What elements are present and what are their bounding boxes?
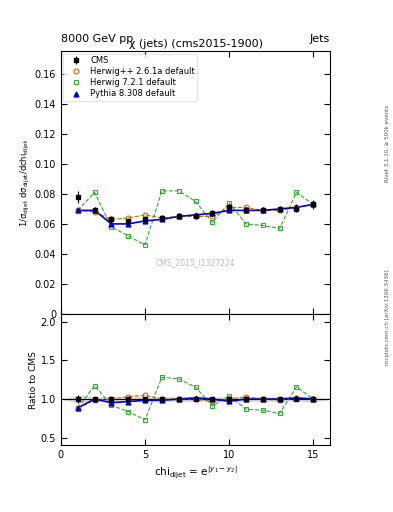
Text: Jets: Jets [310,33,330,44]
Text: 8000 GeV pp: 8000 GeV pp [61,33,133,44]
Title: χ (jets) (cms2015-1900): χ (jets) (cms2015-1900) [129,39,263,49]
X-axis label: chi$_{\rm dijet}$ = e$^{|y_1-y_2|}$: chi$_{\rm dijet}$ = e$^{|y_1-y_2|}$ [154,464,237,481]
Text: mcplots.cern.ch [arXiv:1306.3436]: mcplots.cern.ch [arXiv:1306.3436] [385,270,389,365]
Y-axis label: 1/σ$_{\rm dijet}$ dσ$_{\rm dijet}$/dchi$_{\rm dijet}$: 1/σ$_{\rm dijet}$ dσ$_{\rm dijet}$/dchi$… [19,138,32,227]
Text: CMS_2015_I1327224: CMS_2015_I1327224 [156,258,235,267]
Text: Rivet 3.1.10, ≥ 500k events: Rivet 3.1.10, ≥ 500k events [385,105,389,182]
Y-axis label: Ratio to CMS: Ratio to CMS [29,351,38,409]
Legend: CMS, Herwig++ 2.6.1a default, Herwig 7.2.1 default, Pythia 8.308 default: CMS, Herwig++ 2.6.1a default, Herwig 7.2… [63,54,197,101]
